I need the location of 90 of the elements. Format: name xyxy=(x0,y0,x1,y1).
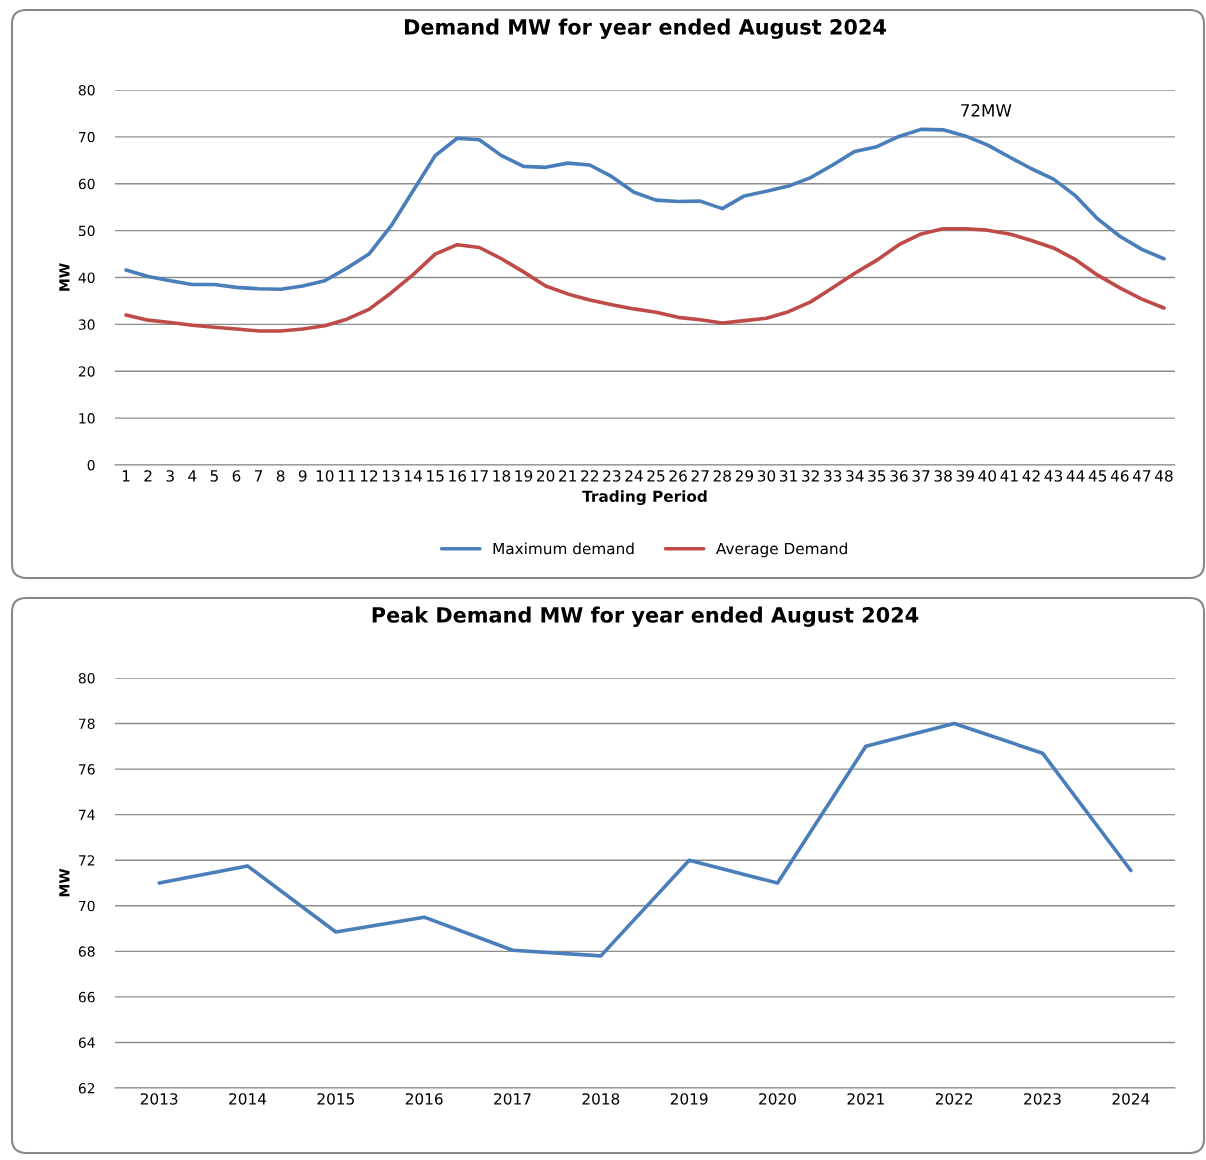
x-tick-label: 2024 xyxy=(1112,1093,1150,1105)
line-series xyxy=(124,226,1166,333)
y-tick-label: 60 xyxy=(78,178,95,190)
x-tick-label: 21 xyxy=(559,470,577,482)
x-tick-label: 31 xyxy=(779,470,797,482)
y-tick-label: 70 xyxy=(79,131,95,143)
x-tick-label: 15 xyxy=(427,470,444,482)
x-tick-label: 27 xyxy=(691,470,709,482)
x-tick-label: 3 xyxy=(166,470,174,482)
x-tick-label: 19 xyxy=(515,470,533,482)
y-tick-label: 80 xyxy=(78,672,95,684)
x-tick-label: 5 xyxy=(210,470,218,482)
x-tick-label: 13 xyxy=(383,470,400,482)
x-tick-label: 2020 xyxy=(759,1093,796,1105)
x-tick-label: 42 xyxy=(1022,470,1040,482)
x-tick-label: 25 xyxy=(647,470,665,482)
y-tick-label: 74 xyxy=(79,809,95,820)
x-tick-label: 24 xyxy=(625,470,643,482)
x-tick-label: 46 xyxy=(1110,470,1129,482)
x-tick-label: 48 xyxy=(1154,470,1173,482)
y-tick-label: 50 xyxy=(78,225,95,237)
x-tick-label: 22 xyxy=(581,470,598,482)
y-tick-label: 68 xyxy=(78,946,95,957)
x-tick-label: 28 xyxy=(713,470,731,482)
line-series xyxy=(157,721,1133,958)
x-tick-label: 35 xyxy=(868,470,886,482)
y-tick-label: 64 xyxy=(78,1037,95,1048)
chart-title: Demand MW for year ended August 2024 xyxy=(405,18,886,39)
x-tick-label: 14 xyxy=(405,470,422,482)
legend-label: Maximum demand xyxy=(493,542,634,555)
x-tick-label: 2015 xyxy=(317,1093,354,1105)
x-tick-label: 29 xyxy=(735,470,754,482)
x-tick-label: 20 xyxy=(537,470,555,482)
x-tick-label: 45 xyxy=(1088,470,1107,482)
x-tick-label: 2021 xyxy=(847,1093,884,1105)
x-tick-label: 16 xyxy=(449,470,467,482)
legend-label: Average Demand xyxy=(716,542,847,558)
x-tick-label: 2019 xyxy=(670,1093,708,1105)
x-tick-label: 43 xyxy=(1044,470,1063,482)
y-tick-label: 62 xyxy=(78,1082,95,1094)
y-tick-label: 78 xyxy=(79,718,95,730)
x-tick-label: 36 xyxy=(890,470,908,482)
x-tick-label: 17 xyxy=(471,470,488,482)
x-tick-label: 4 xyxy=(188,470,197,482)
x-tick-label: 44 xyxy=(1066,470,1085,482)
y-tick-label: 72 xyxy=(79,855,95,866)
x-tick-label: 47 xyxy=(1132,470,1151,482)
y-axis-title: MW xyxy=(59,263,70,291)
x-tick-label: 26 xyxy=(669,470,687,482)
x-tick-label: 11 xyxy=(338,470,356,482)
x-tick-label: 2016 xyxy=(405,1093,443,1105)
x-axis-title: Trading Period xyxy=(582,490,707,506)
annotation: 72MW xyxy=(961,104,1012,117)
x-tick-label: 40 xyxy=(978,470,996,482)
x-tick-label: 7 xyxy=(254,470,263,482)
x-tick-label: 38 xyxy=(934,470,952,482)
x-tick-label: 39 xyxy=(956,470,974,482)
y-tick-label: 30 xyxy=(78,319,95,330)
x-tick-label: 18 xyxy=(493,470,511,482)
x-tick-label: 41 xyxy=(1000,470,1018,482)
y-tick-label: 0 xyxy=(87,459,95,471)
x-tick-label: 6 xyxy=(232,470,241,482)
x-tick-label: 33 xyxy=(824,470,842,482)
y-tick-label: 76 xyxy=(79,764,95,775)
x-tick-label: 9 xyxy=(298,470,307,482)
x-tick-label: 2014 xyxy=(229,1093,267,1105)
x-tick-label: 30 xyxy=(757,470,776,482)
y-tick-label: 80 xyxy=(78,84,95,96)
x-tick-label: 8 xyxy=(276,470,285,482)
x-tick-label: 34 xyxy=(846,470,864,482)
x-tick-label: 2023 xyxy=(1024,1093,1061,1105)
x-tick-label: 37 xyxy=(912,470,930,482)
y-tick-label: 70 xyxy=(79,900,95,912)
x-tick-label: 23 xyxy=(603,470,621,482)
y-tick-label: 10 xyxy=(79,413,95,424)
y-tick-label: 20 xyxy=(78,366,95,377)
y-axis-title: MW xyxy=(59,868,70,897)
chart-title: Peak Demand MW for year ended August 2024 xyxy=(372,606,919,627)
line-series xyxy=(124,127,1166,292)
x-tick-label: 12 xyxy=(360,470,378,482)
x-tick-label: 32 xyxy=(802,470,819,482)
y-tick-label: 40 xyxy=(78,272,95,283)
x-tick-label: 10 xyxy=(316,470,334,482)
x-tick-label: 1 xyxy=(122,470,130,482)
x-tick-label: 2 xyxy=(144,470,152,482)
x-tick-label: 2022 xyxy=(935,1093,973,1105)
x-tick-label: 2018 xyxy=(582,1093,620,1105)
x-tick-label: 2013 xyxy=(140,1093,178,1105)
x-tick-label: 2017 xyxy=(494,1093,531,1105)
y-tick-label: 66 xyxy=(78,991,95,1003)
